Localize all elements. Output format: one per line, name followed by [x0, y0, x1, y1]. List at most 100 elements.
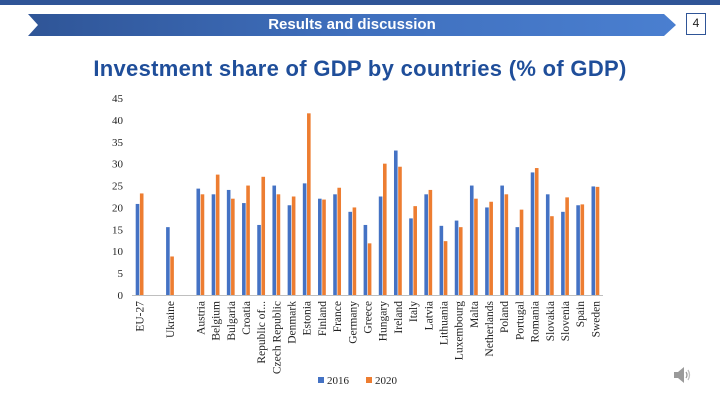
top-accent-line [0, 0, 720, 5]
section-banner: Results and discussion [28, 14, 676, 36]
bar-2020 [231, 198, 235, 295]
bar-2016 [561, 211, 565, 295]
bar-2016 [378, 196, 383, 295]
bar-2016 [257, 224, 261, 295]
bar-2016 [439, 225, 444, 295]
bar-2020 [367, 243, 372, 295]
bar-2016 [226, 189, 231, 295]
bar-2020 [534, 168, 539, 295]
legend-label: 2020 [375, 375, 398, 387]
y-tick-label: 15 [112, 224, 124, 236]
bar-2020 [413, 206, 417, 295]
x-tick-label: Poland [499, 301, 511, 333]
bar-2020 [337, 187, 342, 295]
y-tick-label: 20 [112, 202, 124, 214]
bar-2020 [352, 207, 357, 295]
x-tick-label: Slovenia [560, 301, 572, 341]
bar-2016 [272, 185, 277, 295]
bar-2020 [261, 176, 266, 295]
x-tick-label: EU-27 [135, 301, 147, 332]
bar-2020 [307, 113, 311, 295]
bar-2020 [489, 201, 493, 295]
y-tick-label: 0 [118, 290, 124, 302]
bar-2016 [393, 150, 398, 295]
bar-2020 [382, 163, 387, 295]
bar-2016 [348, 211, 353, 295]
x-tick-label: Sweden [590, 301, 602, 338]
bar-2016 [318, 198, 322, 295]
x-tick-label: Luxembourg [454, 301, 466, 360]
bar-2016 [515, 227, 520, 295]
x-tick-label: Portugal [514, 301, 526, 340]
bar-2020 [474, 198, 478, 295]
bar-2016 [363, 224, 368, 295]
legend-swatch-2016 [318, 377, 324, 383]
x-tick-label: Latvia [423, 301, 435, 330]
bar-2016 [500, 185, 504, 295]
bar-2016 [591, 186, 596, 295]
bar-2020 [443, 241, 448, 295]
y-tick-label: 25 [112, 181, 124, 193]
bar-2016 [135, 203, 140, 295]
x-tick-label: Croatia [241, 301, 253, 335]
x-tick-label: Finland [317, 301, 329, 336]
bar-2016 [530, 172, 535, 295]
bar-2020 [170, 256, 174, 295]
bar-2020 [519, 209, 524, 295]
bar-2020 [322, 199, 326, 295]
x-tick-label: Ireland [393, 301, 405, 334]
bar-2016 [242, 203, 246, 295]
bar-2020 [595, 186, 600, 295]
x-tick-label: Netherlands [484, 300, 496, 356]
x-tick-label: Slovakia [545, 301, 557, 341]
bar-2020 [276, 194, 281, 295]
section-title: Results and discussion [268, 16, 436, 33]
bar-2020 [215, 174, 220, 295]
x-tick-label: Germany [347, 301, 359, 344]
y-tick-label: 10 [112, 246, 124, 258]
x-tick-label: Czech Republic [271, 301, 283, 374]
bar-2016 [545, 194, 550, 295]
legend-label: 2016 [327, 375, 350, 387]
bar-2020 [580, 204, 585, 295]
bar-2020 [139, 193, 144, 295]
x-tick-label: Denmark [287, 301, 299, 344]
x-tick-label: Greece [363, 301, 375, 334]
bar-2016 [333, 194, 337, 295]
x-tick-label: Lithuania [438, 301, 450, 345]
x-tick-label: Belgium [211, 301, 223, 341]
page-number: 4 [686, 13, 706, 35]
x-tick-label: Republic of... [256, 301, 268, 364]
bar-2016 [424, 194, 428, 295]
bar-2020 [458, 227, 463, 295]
bar-2016 [485, 207, 489, 295]
bar-2020 [428, 189, 433, 295]
y-tick-label: 45 [112, 93, 124, 105]
legend-swatch-2020 [366, 377, 372, 383]
y-tick-label: 40 [112, 115, 124, 127]
x-tick-label: Spain [575, 301, 587, 327]
bar-2020 [398, 166, 402, 295]
y-tick-label: 5 [118, 268, 124, 280]
slide-title: Investment share of GDP by countries (% … [93, 56, 627, 81]
bar-2020 [246, 185, 250, 295]
bar-2016 [469, 185, 474, 295]
y-tick-label: 30 [112, 159, 124, 171]
x-tick-label: Estonia [302, 301, 314, 336]
x-tick-label: Malta [469, 301, 481, 328]
bar-2020 [565, 197, 569, 295]
x-tick-label: Ukraine [165, 301, 177, 338]
bar-2016 [196, 188, 201, 295]
bar-2016 [166, 227, 170, 295]
x-tick-label: Austria [195, 301, 207, 335]
x-tick-label: France [332, 301, 344, 332]
x-tick-label: Hungary [378, 301, 390, 341]
speaker-icon[interactable] [672, 364, 694, 386]
bar-2020 [550, 216, 554, 295]
bar-2016 [302, 183, 307, 295]
bar-2020 [291, 196, 296, 295]
x-tick-label: Bulgaria [226, 301, 238, 341]
banner-shape [28, 14, 676, 36]
bar-2020 [504, 194, 509, 295]
